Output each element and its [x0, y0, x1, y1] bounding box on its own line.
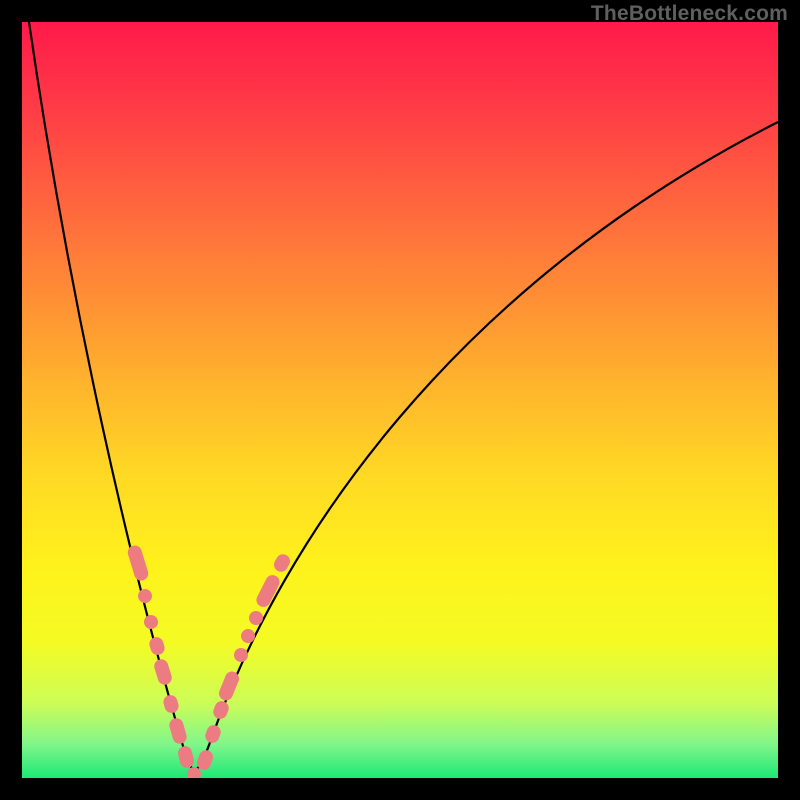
plot-svg — [22, 22, 778, 778]
plot-area — [22, 22, 778, 778]
gradient-background — [22, 22, 778, 778]
attribution-label: TheBottleneck.com — [591, 2, 788, 26]
chart-frame: TheBottleneck.com — [0, 0, 800, 800]
